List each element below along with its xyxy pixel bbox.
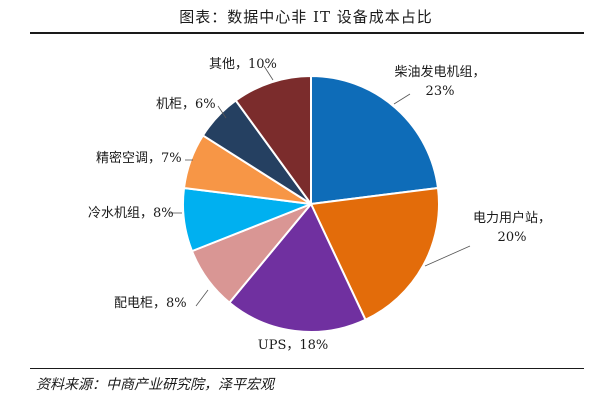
pie-slice-3 bbox=[228, 202, 367, 333]
leader-line-1 bbox=[393, 93, 411, 105]
slice-label-6: 精密空调，7% bbox=[96, 150, 182, 166]
slice-label-4: 配电柜，8% bbox=[114, 296, 187, 311]
slice-label-2: 电力用户站， 20% bbox=[473, 210, 551, 245]
source-rule bbox=[30, 368, 584, 369]
pie-slice-1 bbox=[310, 74, 440, 206]
leader-line-7 bbox=[217, 105, 227, 119]
slice-label-1: 柴油发电机组， 23% bbox=[394, 64, 485, 99]
leader-line-4 bbox=[195, 289, 209, 307]
slice-label-5: 冷水机组，8% bbox=[88, 206, 174, 221]
pie-slice-2 bbox=[309, 186, 440, 322]
leader-line-2 bbox=[424, 245, 471, 267]
slice-label-3: UPS，18% bbox=[258, 338, 329, 353]
source-note: 资料来源：中商产业研究院，泽平宏观 bbox=[36, 377, 274, 393]
slice-label-7: 机柜，6% bbox=[156, 97, 216, 112]
chart-title: 图表：数据中心非 IT 设备成本占比 bbox=[179, 8, 433, 26]
pie-slice-8 bbox=[234, 74, 312, 208]
title-rule bbox=[30, 32, 584, 34]
leader-line-8 bbox=[263, 65, 274, 81]
slice-label-8: 其他，10% bbox=[209, 57, 277, 72]
